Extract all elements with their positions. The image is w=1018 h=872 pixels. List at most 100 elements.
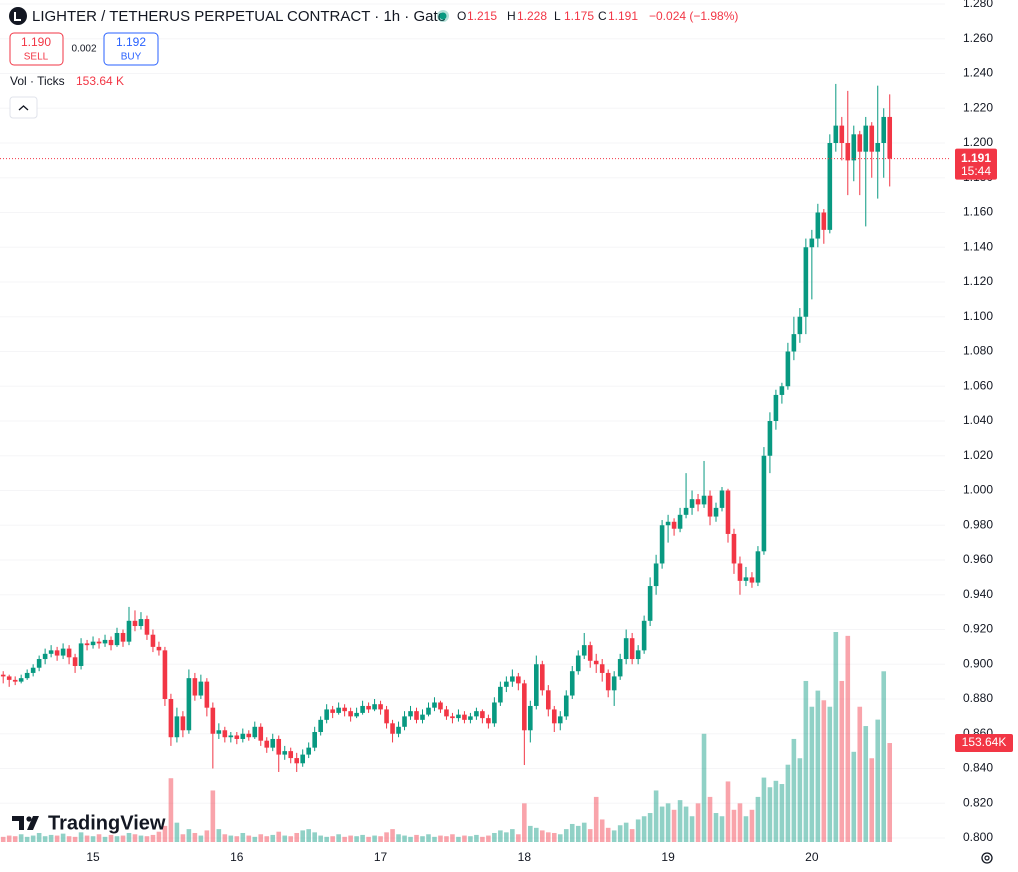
y-tick-label: 0.980 [963,517,993,531]
candle-body [138,619,144,627]
volume-bar [641,816,647,842]
volume-bar [821,700,827,842]
status-dot [439,12,447,20]
volume-bar [468,836,473,842]
candle-body [144,619,150,635]
candle-body [881,116,887,143]
settings-icon[interactable] [981,852,993,864]
candle-body [420,714,425,720]
x-tick-label: 18 [518,850,532,864]
volume-bar [246,835,252,842]
volume-bar [336,834,341,842]
volume-bar [78,832,84,842]
volume-bar [540,830,545,842]
y-tick-label: 0.960 [963,552,993,566]
volume-bar [791,738,797,842]
candle-body [282,751,288,755]
volume-bar [486,835,491,842]
volume-bar [186,829,192,842]
volume-bar [360,834,365,842]
volume-bar [378,836,383,842]
y-tick-label: 1.060 [963,378,993,392]
candle-body [486,718,491,724]
brand-text: TradingView [48,812,166,834]
candle-body [66,648,72,658]
volume-bar [797,758,803,842]
volume-bar [60,833,66,842]
volume-layer [0,632,893,842]
candle-body [24,672,30,679]
candle-layer [0,83,893,772]
candle-body [354,712,359,717]
candle-body [641,620,647,651]
candle-body [0,674,6,677]
volume-bar [785,764,791,842]
volume-bar [881,671,887,842]
buy-button[interactable] [103,32,159,66]
candle-body [204,681,210,708]
candle-body [869,125,875,152]
candle-body [563,695,569,717]
volume-bar [270,834,276,842]
volume-bar [653,790,659,842]
candle-body [791,334,797,352]
candle-body [102,639,108,644]
y-tick-label: 0.880 [963,691,993,705]
candle-body [689,499,695,508]
volume-bar [629,829,635,842]
volume-bar [809,706,815,842]
volume-bar [264,836,270,842]
collapse-button[interactable] [9,96,38,119]
candle-body [234,735,240,739]
volume-bar [569,823,575,842]
candle-body [342,707,347,712]
candle-body [450,716,455,719]
volume-bar [563,829,569,842]
candle-body [132,620,138,627]
candle-body [540,664,545,691]
volume-bar [623,822,629,842]
volume-bar [803,680,809,842]
volume-bar [72,836,78,842]
candle-body [821,212,827,230]
volume-bar [150,834,156,842]
sell-button[interactable] [9,32,64,66]
candle-body [42,653,48,660]
candle-body [731,533,737,564]
x-tick-label: 19 [661,850,675,864]
volume-bar [833,632,839,842]
volume-bar [516,834,521,842]
y-tick-label: 0.920 [963,622,993,636]
volume-bar [6,835,12,842]
candle-body [755,551,761,583]
candle-body [863,125,869,152]
candle-body [653,563,659,587]
volume-bar [120,835,126,842]
volume-bar [761,777,767,842]
volume-tag [955,734,1013,753]
candle-body [510,676,515,682]
volume-bar [390,829,395,842]
volume-bar [725,781,731,842]
volume-bar [276,831,282,842]
symbol-logo-glyph [14,12,21,21]
candle-body [839,125,845,143]
candle-body [623,638,629,660]
candle-body [887,116,893,159]
candle-body [803,247,809,317]
volume-bar [132,834,138,842]
volume-bar [749,809,755,842]
ohlc-value: 1.215 [467,9,497,23]
volume-bar [228,835,234,842]
volume-bar [545,832,551,842]
buy-label: BUY [121,52,142,63]
candle-body [498,686,503,703]
candle-body [677,514,683,529]
volume-bar [510,829,515,842]
grid [0,3,945,839]
volume-bar [156,831,162,842]
y-tick-label: 1.160 [963,205,993,219]
candle-body [318,719,323,733]
y-tick-label: 1.100 [963,309,993,323]
volume-bar [504,832,509,842]
